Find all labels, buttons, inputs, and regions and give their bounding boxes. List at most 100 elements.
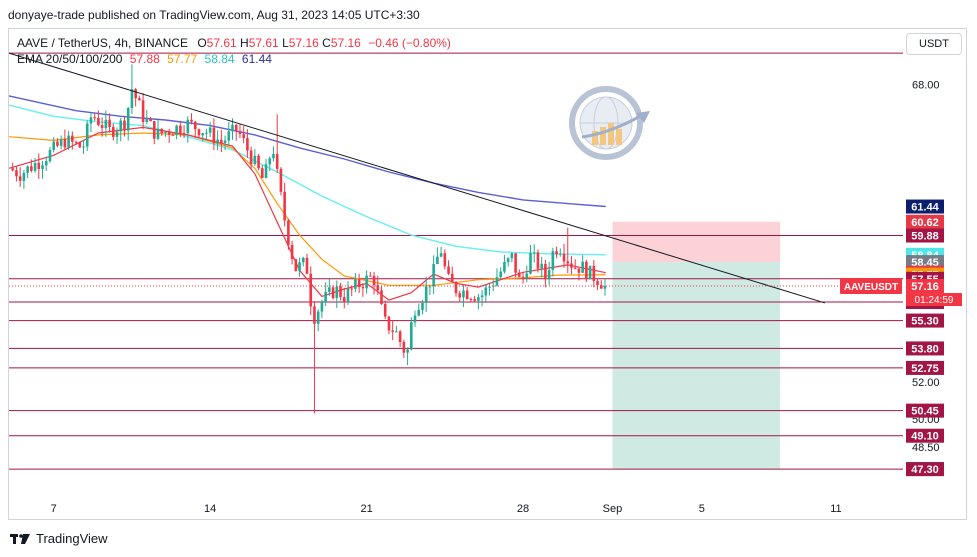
- candle: [432, 264, 435, 287]
- candle: [71, 135, 74, 142]
- candle: [473, 299, 476, 301]
- candle: [93, 117, 96, 119]
- candle: [257, 155, 260, 169]
- candle: [298, 262, 301, 272]
- candle: [18, 176, 22, 181]
- candle: [369, 275, 372, 277]
- candle: [599, 285, 603, 289]
- candle: [488, 286, 491, 288]
- y-tick-label: 48.50: [912, 442, 940, 454]
- candle: [551, 251, 555, 270]
- open-label: O: [197, 36, 207, 50]
- ema-label[interactable]: EMA 20/50/100/200: [17, 52, 123, 66]
- stop-loss-zone: [612, 221, 781, 263]
- candle: [123, 120, 126, 131]
- watermark-bar-icon: [592, 131, 598, 145]
- candle: [547, 269, 551, 280]
- symbol-price-tag: [840, 278, 902, 295]
- candle: [37, 162, 41, 169]
- candle: [499, 271, 503, 278]
- candle: [33, 162, 37, 171]
- candle: [167, 131, 171, 135]
- candle: [469, 298, 473, 300]
- candle: [242, 134, 245, 139]
- brand-name: TradingView: [36, 531, 108, 546]
- candle: [15, 170, 18, 177]
- candle: [223, 140, 227, 143]
- candle: [260, 168, 264, 178]
- candle: [365, 275, 368, 289]
- candle: [510, 253, 514, 259]
- publish-bar: donyaye-trade published on TradingView.c…: [0, 0, 977, 28]
- x-tick-label: 21: [360, 503, 372, 515]
- candle: [592, 265, 596, 282]
- candle: [357, 279, 361, 288]
- candle: [205, 132, 208, 134]
- candle: [186, 119, 190, 134]
- price-axis-label: 49.10: [911, 431, 939, 443]
- candle: [540, 263, 543, 269]
- countdown-box: [906, 293, 962, 307]
- y-tick-label: 68.00: [912, 80, 940, 92]
- candle: [67, 135, 70, 148]
- candle: [193, 121, 197, 130]
- low-value: 57.16: [288, 36, 319, 50]
- close-value: 57.16: [330, 36, 361, 50]
- candle: [342, 297, 346, 303]
- candle: [253, 155, 257, 165]
- candle: [182, 132, 186, 134]
- currency-button[interactable]: USDT: [906, 33, 962, 55]
- price-axis-label-box: [906, 360, 944, 375]
- candle: [450, 273, 454, 283]
- candle: [484, 287, 488, 296]
- candle: [301, 257, 305, 263]
- candle: [111, 127, 115, 137]
- watermark-bar-icon: [608, 123, 614, 145]
- trendline: [8, 52, 825, 304]
- price-axis-label: 52.75: [911, 363, 939, 375]
- ema50-value: 57.77: [167, 52, 198, 66]
- ema20-value: 57.88: [129, 52, 160, 66]
- price-axis-label-box: [906, 403, 944, 418]
- candle: [152, 121, 156, 139]
- footer: TradingView: [10, 531, 108, 546]
- ema20-line: [8, 126, 606, 301]
- candle: [555, 251, 558, 255]
- candle: [119, 120, 123, 132]
- candle: [398, 331, 402, 342]
- symbol-title[interactable]: AAVE / TetherUS, 4h, BINANCE: [17, 36, 188, 50]
- ema100-line: [8, 104, 606, 256]
- candle: [335, 286, 339, 299]
- candle: [588, 265, 592, 280]
- candle: [290, 244, 294, 260]
- candle: [391, 330, 394, 332]
- candle: [387, 316, 391, 331]
- ema200-value: 61.44: [241, 52, 272, 66]
- candle: [294, 259, 298, 272]
- open-value: 57.61: [206, 36, 237, 50]
- candle: [234, 124, 238, 131]
- candle: [454, 282, 458, 294]
- candle: [138, 98, 141, 101]
- candle: [104, 119, 108, 129]
- candle: [558, 253, 562, 255]
- candle: [409, 322, 413, 350]
- candle: [577, 268, 581, 273]
- candle: [406, 349, 409, 353]
- candle: [85, 123, 89, 147]
- candle: [279, 168, 283, 192]
- watermark-globe-icon: [569, 86, 643, 160]
- chart-frame: [8, 28, 967, 520]
- candle: [22, 172, 26, 181]
- candle: [108, 119, 111, 128]
- candle: [246, 138, 249, 151]
- candle: [372, 275, 376, 286]
- candle: [532, 252, 536, 254]
- price-axis-label: 50.45: [911, 406, 939, 418]
- price-axis-label: 61.44: [911, 202, 939, 214]
- watermark-bar-icon: [616, 129, 622, 145]
- candle: [231, 124, 234, 132]
- candle: [320, 302, 324, 312]
- price-axis-label-box: [906, 313, 944, 328]
